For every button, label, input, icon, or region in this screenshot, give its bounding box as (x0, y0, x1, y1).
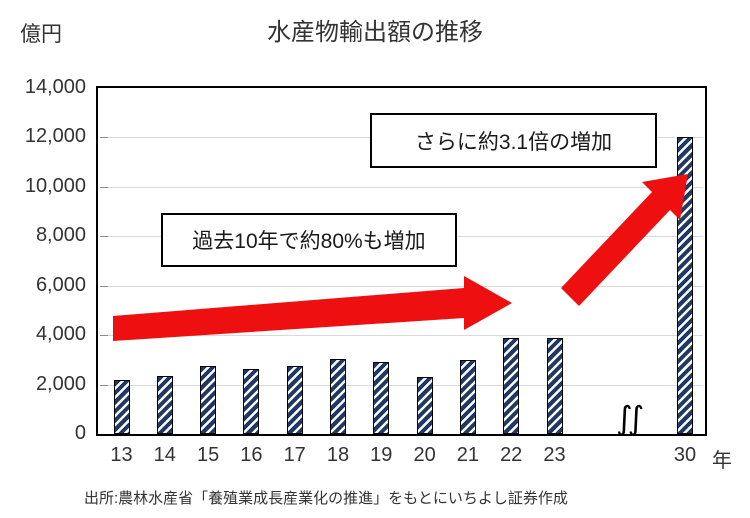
y-axis-tick-label: 10,000 (24, 174, 86, 197)
x-axis-label-13: 13 (110, 444, 133, 466)
x-axis-label-23: 23 (543, 444, 566, 466)
x-axis-label-19: 19 (370, 444, 393, 466)
annotation-text-further-increase: さらに約3.1倍の増加 (414, 130, 613, 154)
x-axis-label-14: 14 (153, 444, 176, 466)
annotation-text-past-decade: 過去10年で約80%も増加 (192, 230, 426, 253)
x-axis-label-17: 17 (283, 444, 306, 466)
x-axis-label-18: 18 (326, 444, 350, 466)
x-axis-label-21: 21 (456, 444, 480, 466)
y-axis-tick-label: 8,000 (35, 224, 86, 247)
x-axis-label-15: 15 (196, 444, 220, 466)
axis-break-icon: ∫∫ (616, 399, 644, 437)
y-axis-tick-label: 14,000 (24, 76, 86, 98)
chart-title: 水産物輸出額の推移 (267, 19, 483, 46)
y-axis-tick-label: 12,000 (24, 125, 86, 148)
x-axis-label-30: 30 (673, 444, 697, 466)
x-axis-label-22: 22 (500, 444, 523, 466)
annotation-box-further-increase: さらに約3.1倍の増加 (370, 113, 657, 168)
y-axis-tick-label: 4,000 (35, 323, 86, 346)
y-axis-tick-label: 2,000 (35, 372, 86, 395)
x-axis-unit-label: 年 (712, 450, 732, 472)
source-note: 出所:農林水産省「養殖業成長産業化の推進」をもとにいちよし証券作成 (84, 490, 568, 507)
y-axis-tick-label: 0 (74, 422, 86, 444)
x-axis-label-16: 16 (240, 444, 263, 466)
annotation-box-past-decade: 過去10年で約80%も増加 (161, 213, 457, 267)
y-axis-unit-label: 億円 (20, 23, 62, 46)
y-axis-tick-label: 6,000 (35, 273, 86, 296)
x-axis-label-20: 20 (413, 444, 436, 466)
